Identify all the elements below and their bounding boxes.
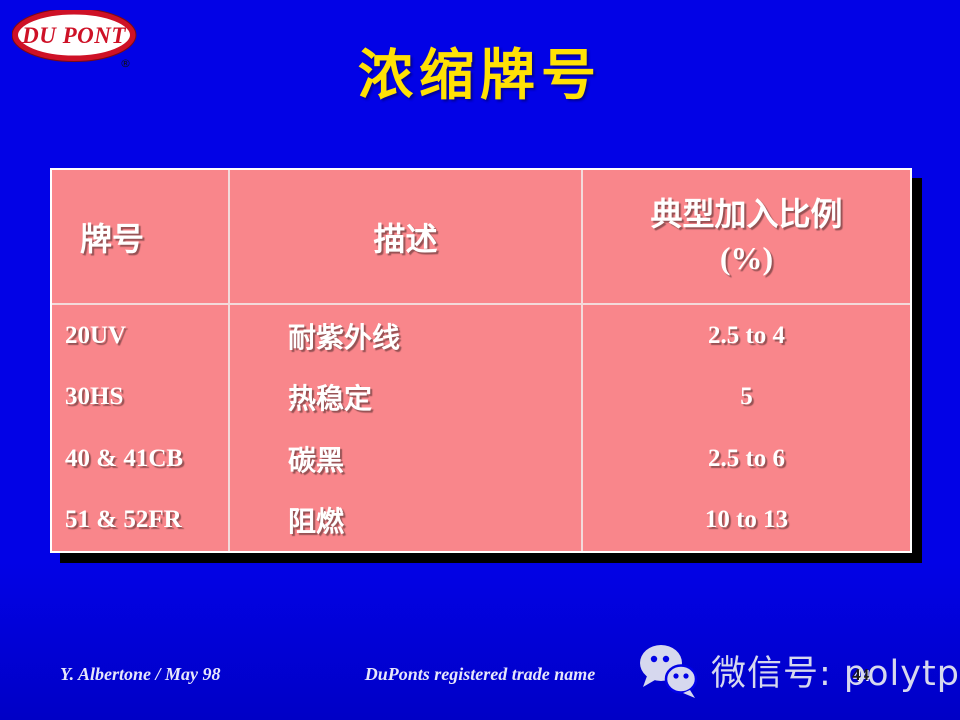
table-row-description: 碳黑 — [230, 428, 583, 490]
slide-title: 浓缩牌号 — [357, 45, 602, 106]
dupont-oval-icon: DU PONT — [11, 8, 137, 62]
table-row-grade: 51 & 52FR — [52, 489, 230, 551]
header-ratio-line1: 典型加入比例 — [650, 196, 843, 233]
table-row-grade: 20UV — [52, 305, 230, 367]
footer-author-date: Y. Albertone / May 98 — [60, 664, 221, 684]
table-row-ratio: 5 — [740, 383, 753, 411]
wechat-id-label: 微信号: polytpe — [711, 653, 960, 694]
page-number: 44 — [852, 665, 869, 684]
wechat-icon — [640, 645, 698, 698]
wechat-watermark: 微信号: polytpe — [637, 639, 960, 701]
grades-table: 牌号 描述 典型加入比例 (%) 20UV 耐紫外线 2.5 to 4 30HS… — [50, 168, 912, 553]
header-grade: 牌号 — [52, 170, 230, 305]
table-row-description: 阻燃 — [230, 489, 583, 551]
header-ratio: 典型加入比例 (%) — [583, 170, 910, 305]
table-row-ratio: 2.5 to 4 — [707, 321, 786, 349]
footer-trademark-note: DuPonts registered trade name — [364, 664, 596, 684]
slide-footer: Y. Albertone / May 98 DuPonts registered… — [0, 662, 960, 690]
table-row-grade: 40 & 41CB — [52, 428, 230, 490]
table-row-ratio: 2.5 to 6 — [707, 444, 786, 472]
table-row-description: 耐紫外线 — [230, 305, 583, 367]
svg-text:DU PONT: DU PONT — [21, 23, 126, 48]
table-row-ratio: 10 to 13 — [704, 506, 789, 534]
registered-trademark-symbol: ® — [120, 57, 131, 70]
table-row-description: 热稳定 — [230, 366, 583, 428]
header-description: 描述 — [230, 170, 583, 305]
table-row-grade: 30HS — [52, 366, 230, 428]
header-ratio-line2: (%) — [719, 239, 774, 276]
dupont-logo: DU PONT ® — [11, 8, 144, 70]
